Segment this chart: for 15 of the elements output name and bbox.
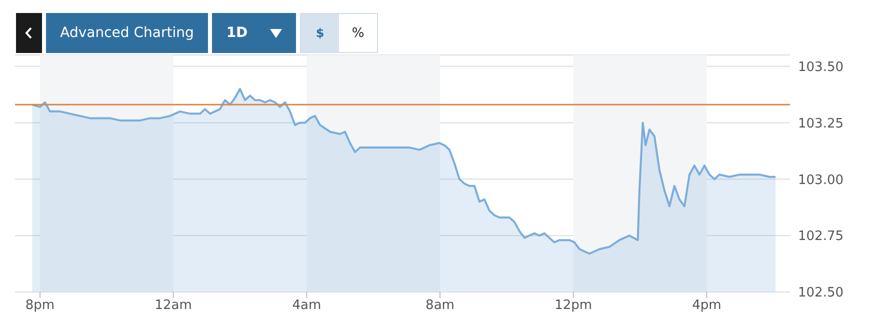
text: Advanced Charting bbox=[46, 13, 208, 53]
text: % bbox=[339, 14, 377, 52]
y-tick-label: 103.00 bbox=[798, 172, 844, 188]
x-tick-label: 8pm bbox=[25, 298, 55, 314]
y-tick-label: 103.25 bbox=[798, 116, 844, 132]
y-tick-label: 102.75 bbox=[798, 229, 844, 244]
x-tick-label: 12pm bbox=[554, 298, 592, 314]
x-tick-label: 4pm bbox=[692, 298, 722, 314]
y-tick-label: 103.50 bbox=[798, 60, 844, 75]
x-tick-label: 12am bbox=[154, 298, 192, 314]
text: $ bbox=[301, 14, 339, 52]
text: 1D bbox=[212, 13, 296, 53]
y-tick-label: 102.50 bbox=[798, 286, 844, 301]
x-tick-label: 4am bbox=[292, 298, 322, 314]
x-tick-label: 8am bbox=[426, 298, 454, 314]
